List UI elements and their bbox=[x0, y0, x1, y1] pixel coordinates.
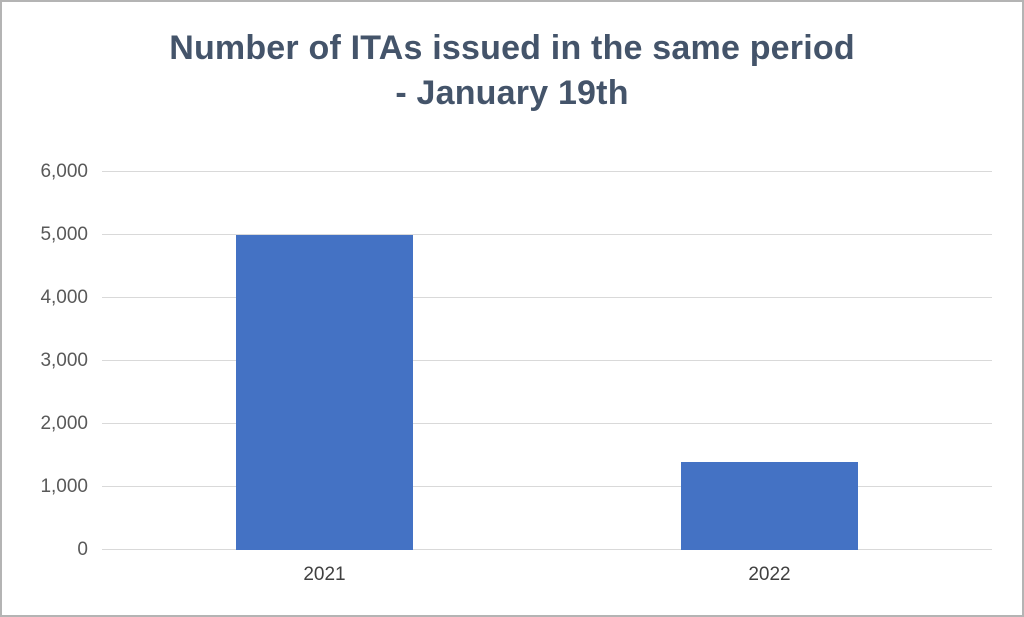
chart-title-line-1: Number of ITAs issued in the same period bbox=[169, 29, 855, 67]
y-axis-tick-label: 0 bbox=[77, 539, 88, 560]
gridline bbox=[102, 297, 992, 298]
y-axis-tick-label: 2,000 bbox=[40, 413, 88, 434]
gridline bbox=[102, 486, 992, 487]
x-axis-category-label: 2021 bbox=[303, 564, 346, 585]
gridline bbox=[102, 423, 992, 424]
chart-title: Number of ITAs issued in the same period… bbox=[2, 26, 1022, 116]
y-axis-tick-label: 1,000 bbox=[40, 476, 88, 497]
gridline bbox=[102, 360, 992, 361]
gridline bbox=[102, 549, 992, 550]
x-axis-category-label: 2022 bbox=[748, 564, 791, 585]
chart-title-line-2: - January 19th bbox=[395, 73, 629, 112]
y-axis-tick-label: 3,000 bbox=[40, 350, 88, 371]
bar-2021 bbox=[236, 235, 413, 550]
gridline bbox=[102, 234, 992, 235]
bar-2022 bbox=[681, 461, 858, 550]
gridline bbox=[102, 171, 992, 172]
y-axis-tick-label: 5,000 bbox=[40, 224, 88, 245]
y-axis-tick-label: 6,000 bbox=[40, 161, 88, 182]
plot-area: 0 1,000 2,000 3,000 4,000 5,000 6,000 2021 2022 bbox=[40, 161, 992, 585]
y-axis-tick-label: 4,000 bbox=[40, 287, 88, 308]
